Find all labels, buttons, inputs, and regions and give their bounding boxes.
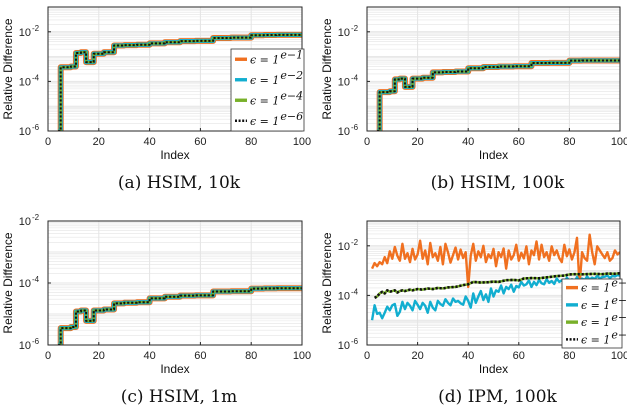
y-tick-label: 10	[19, 278, 31, 290]
y-tick-exponent: -4	[32, 275, 40, 284]
y-tick-label: 10	[338, 290, 350, 302]
x-tick-label: 60	[513, 350, 525, 362]
y-tick-label: 10	[19, 27, 31, 39]
x-tick-label: 20	[93, 136, 105, 148]
x-tick-label: 20	[411, 350, 423, 362]
x-tick-label: 0	[364, 136, 370, 148]
y-tick-label: 10	[19, 340, 31, 352]
y-tick-label: 10	[338, 27, 350, 39]
legend-label-exponent: e−6	[280, 110, 303, 123]
series-lines	[57, 31, 302, 131]
x-tick-label: 20	[93, 350, 105, 362]
legend-label-exponent: e−4	[611, 311, 627, 324]
legend-label: ϵ = 1	[250, 53, 279, 66]
x-tick-label: 60	[513, 136, 525, 148]
legend-label: ϵ = 1	[250, 115, 279, 128]
panel-caption: (b) HSIM, 100k	[431, 173, 565, 193]
legend-label-exponent: e−2	[611, 294, 627, 307]
x-tick-label: 40	[462, 136, 474, 148]
legend-label-exponent: e−1	[611, 277, 627, 290]
x-tick-label: 40	[143, 350, 155, 362]
x-tick-label: 80	[245, 350, 257, 362]
x-tick-label: 100	[293, 350, 311, 362]
y-tick-label: 10	[19, 126, 31, 138]
series-line-eps6	[374, 271, 620, 299]
legend-box	[230, 48, 305, 132]
x-axis-label: Index	[160, 148, 189, 162]
y-tick-label: 10	[338, 126, 350, 138]
y-tick-exponent: -2	[351, 24, 359, 33]
y-axis-label: Relative Difference	[320, 18, 334, 119]
x-tick-label: 100	[611, 136, 627, 148]
y-tick-exponent: -4	[351, 73, 359, 82]
y-tick-label: 10	[19, 216, 31, 228]
plot-frame	[366, 6, 621, 132]
legend-label: ϵ = 1	[581, 316, 610, 329]
y-tick-exponent: -2	[32, 213, 40, 222]
x-tick-label: 80	[245, 136, 257, 148]
legend-label: ϵ = 1	[581, 299, 610, 312]
legend-label-exponent: e−1	[280, 48, 303, 61]
y-tick-label: 10	[338, 340, 350, 352]
y-tick-exponent: -4	[351, 287, 359, 296]
y-tick-exponent: -6	[32, 123, 40, 132]
x-tick-label: 60	[194, 350, 206, 362]
y-tick-label: 10	[338, 76, 350, 88]
series-line-eps6	[377, 59, 620, 131]
x-tick-label: 20	[411, 136, 423, 148]
x-tick-label: 40	[462, 350, 474, 362]
x-tick-label: 0	[45, 350, 51, 362]
x-axis-label: Index	[160, 362, 189, 376]
y-tick-exponent: -6	[32, 337, 40, 346]
y-tick-exponent: -6	[351, 123, 359, 132]
y-tick-exponent: -6	[351, 337, 359, 346]
x-axis-label: Index	[479, 362, 508, 376]
legend-box	[561, 278, 623, 349]
x-tick-label: 0	[364, 350, 370, 362]
x-tick-label: 60	[194, 136, 206, 148]
x-tick-label: 0	[45, 136, 51, 148]
x-tick-label: 100	[611, 350, 627, 362]
panel-caption: (a) HSIM, 10k	[118, 173, 241, 193]
x-tick-label: 100	[293, 136, 311, 148]
y-tick-exponent: -4	[32, 73, 40, 82]
y-tick-label: 10	[338, 241, 350, 253]
legend-label-exponent: e−2	[280, 69, 303, 82]
x-tick-label: 40	[143, 136, 155, 148]
legend-label-exponent: e−4	[280, 89, 303, 102]
x-axis-label: Index	[479, 148, 508, 162]
x-tick-label: 80	[563, 350, 575, 362]
y-tick-label: 10	[19, 76, 31, 88]
legend-label: ϵ = 1	[581, 333, 610, 346]
y-axis-label: Relative Difference	[1, 232, 15, 333]
y-tick-exponent: -2	[351, 238, 359, 247]
panel-caption: (d) IPM, 100k	[438, 387, 557, 407]
y-axis-label: Relative Difference	[320, 232, 334, 333]
y-axis-label: Relative Difference	[1, 18, 15, 119]
series-line-eps6	[58, 287, 302, 345]
series-lines	[376, 57, 620, 131]
x-tick-label: 80	[563, 136, 575, 148]
series-line-eps6	[58, 33, 302, 131]
legend-label: ϵ = 1	[250, 94, 279, 107]
series-line-eps1	[370, 233, 620, 289]
legend: ϵ = 1e−1ϵ = 1e−2ϵ = 1e−4ϵ = 1e−6	[561, 277, 627, 349]
legend-label: ϵ = 1	[250, 74, 279, 87]
series-lines	[57, 285, 302, 345]
legend-label: ϵ = 1	[581, 282, 610, 295]
legend-label-exponent: e−6	[611, 328, 627, 341]
panel-caption: (c) HSIM, 1m	[121, 387, 238, 407]
y-tick-exponent: -2	[32, 24, 40, 33]
